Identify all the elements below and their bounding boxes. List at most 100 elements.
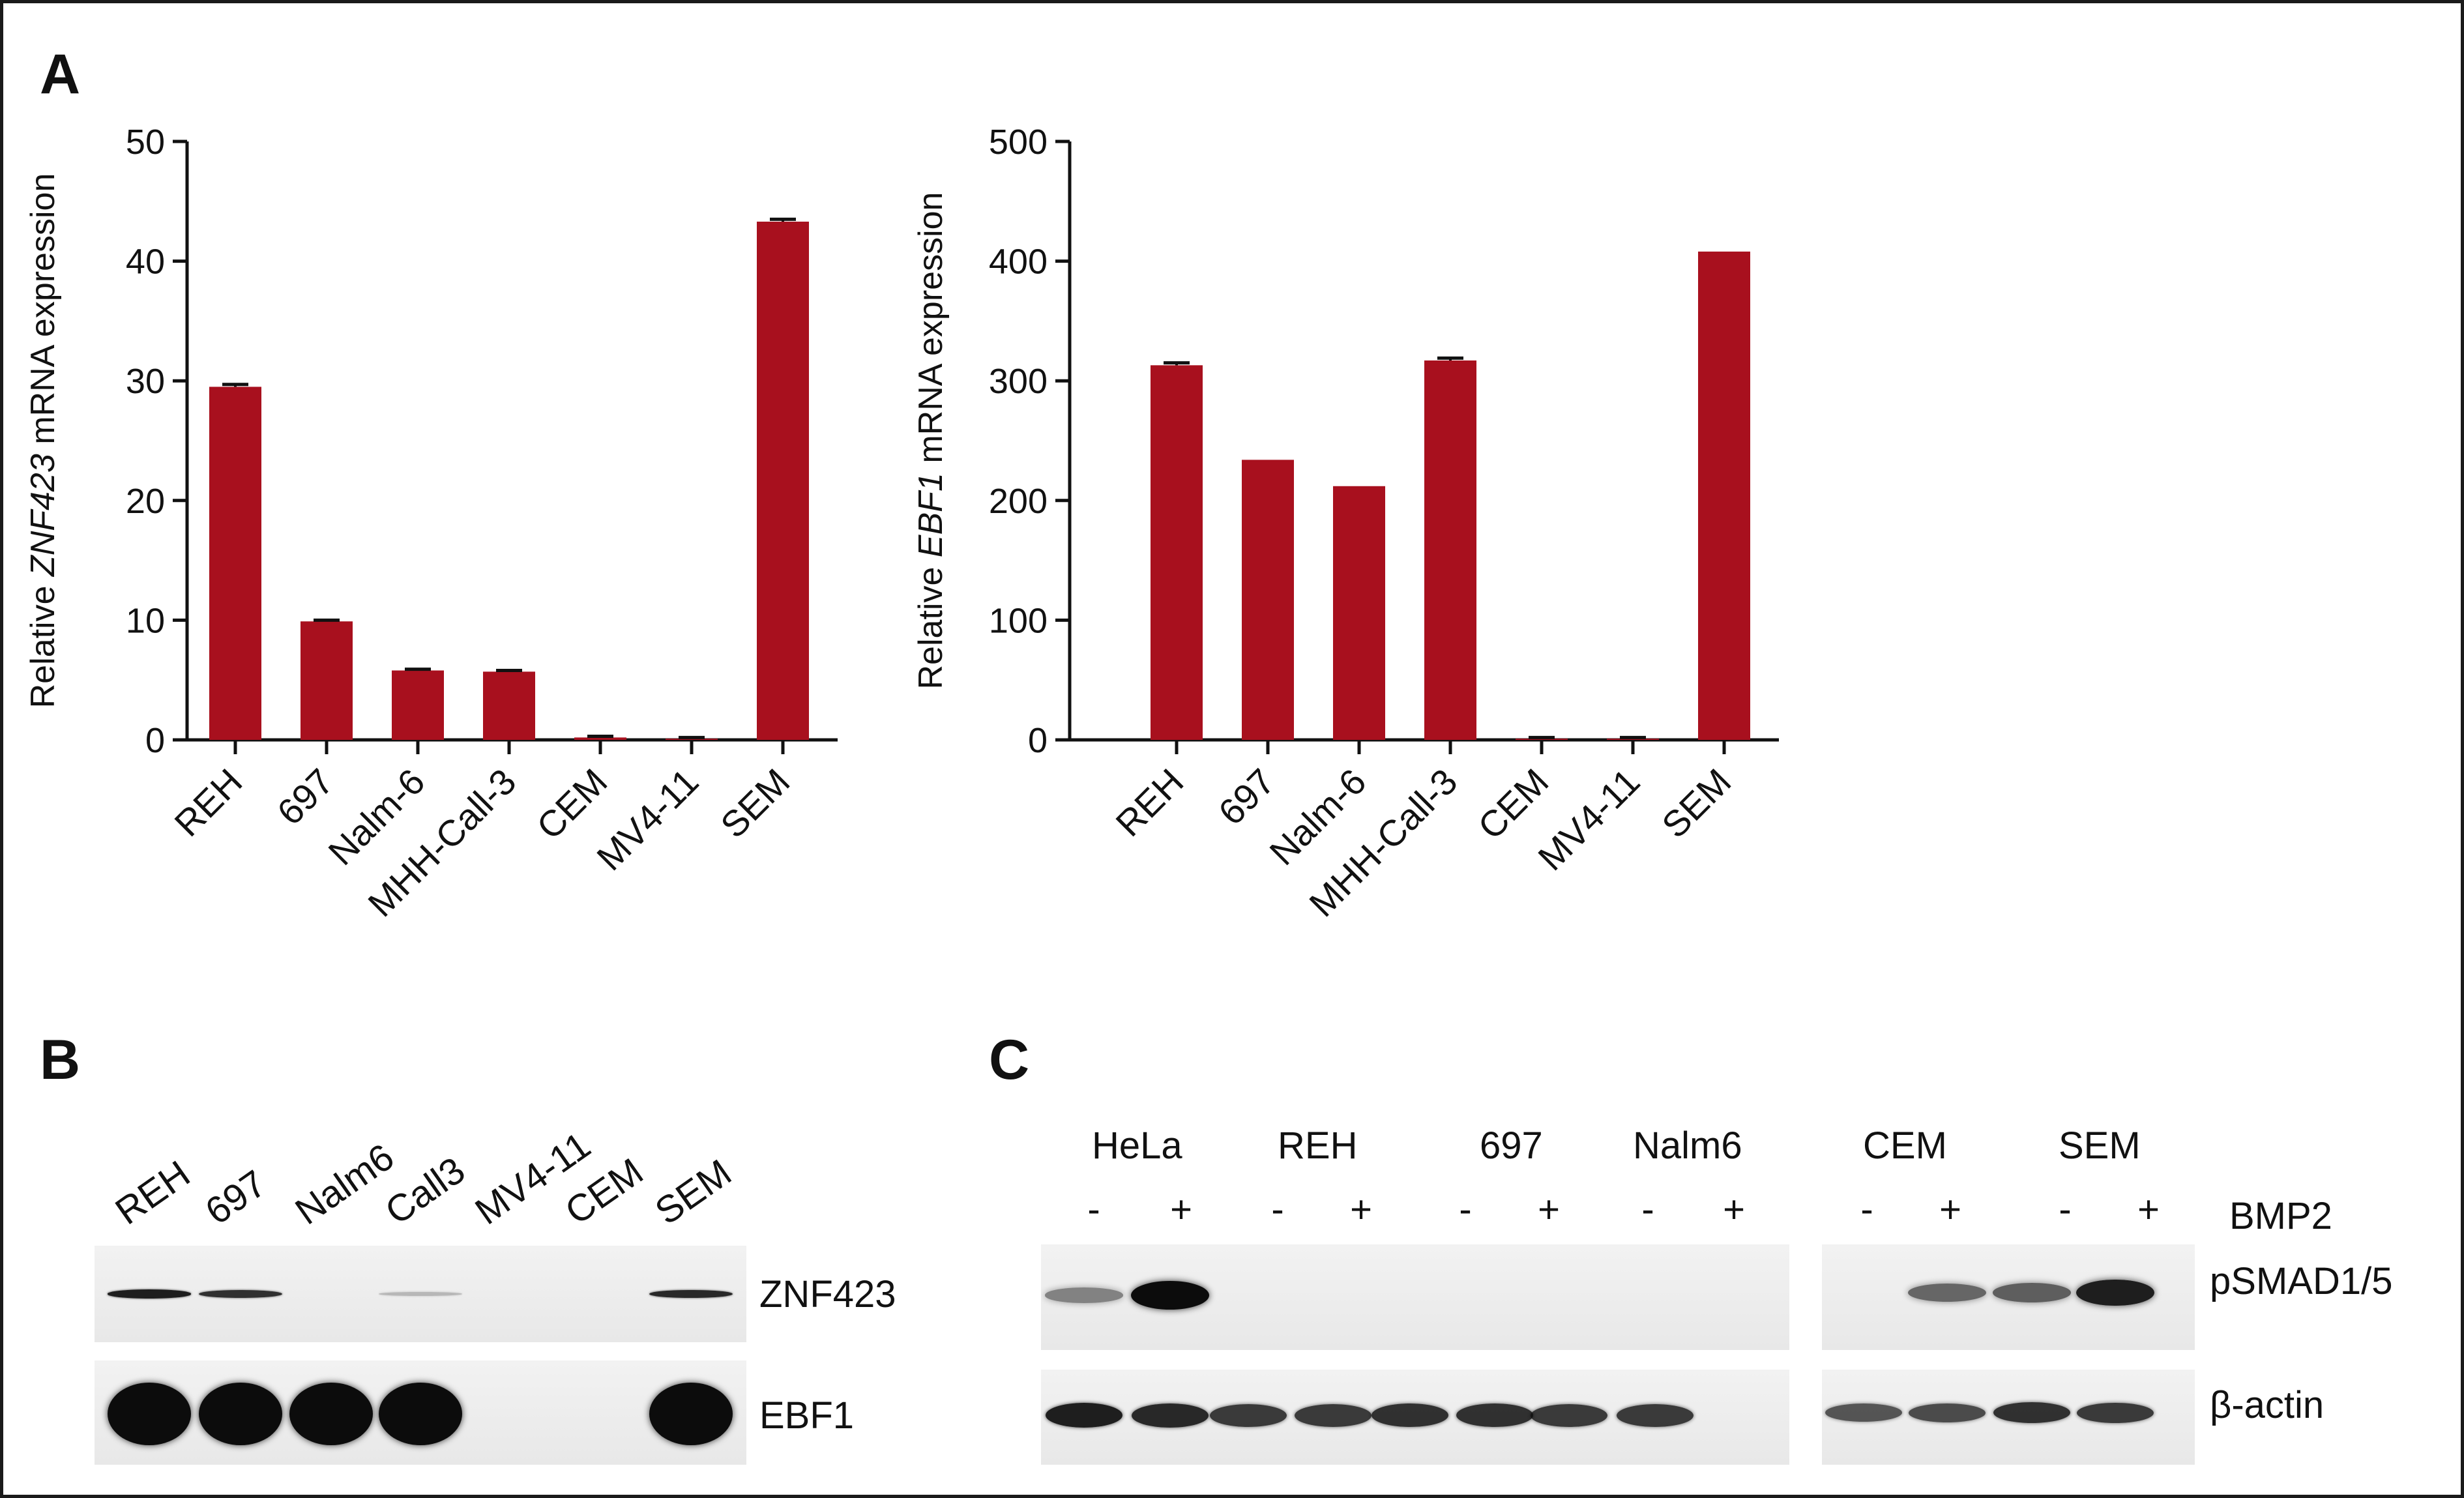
treatment-label: BMP2 xyxy=(2229,1195,2332,1237)
blot-b-lane-label: Nalm6 xyxy=(287,1136,402,1233)
blot-band xyxy=(1617,1403,1694,1427)
blot-band xyxy=(1531,1403,1607,1427)
panel-label-c: C xyxy=(989,1029,1030,1091)
blot-band xyxy=(2077,1402,2154,1423)
blot-b-lane-label: SEM xyxy=(647,1151,739,1233)
bar xyxy=(392,670,444,740)
treatment-plus: + xyxy=(1538,1188,1560,1231)
blot-band xyxy=(108,1383,191,1445)
bar xyxy=(1151,365,1203,740)
blot-c-cell-line-label: SEM xyxy=(2059,1124,2141,1167)
bar xyxy=(301,621,353,740)
x-tick-label: SEM xyxy=(712,761,797,845)
blot-band xyxy=(1825,1403,1902,1422)
bar xyxy=(1424,360,1476,740)
y-axis-label: Relative ZNF423 mRNA expression xyxy=(24,173,62,709)
blot-c-cell-line-label: CEM xyxy=(1863,1124,1947,1167)
bar xyxy=(1333,486,1385,740)
blot-band xyxy=(199,1289,282,1299)
y-tick-label: 100 xyxy=(989,601,1048,640)
bar xyxy=(666,739,718,740)
treatment-minus: - xyxy=(2059,1188,2072,1231)
treatment-minus: - xyxy=(1271,1188,1284,1231)
blot-c-row-label: pSMAD1/5 xyxy=(2210,1260,2393,1302)
bar xyxy=(757,222,809,741)
blot-band xyxy=(649,1383,733,1445)
blot-c-cell-line-label: REH xyxy=(1278,1124,1358,1167)
x-tick-label: CEM xyxy=(1470,761,1557,847)
y-tick-label: 20 xyxy=(126,482,165,521)
blot-band xyxy=(1132,1403,1209,1428)
blot-band xyxy=(1210,1403,1287,1427)
x-tick-label: REH xyxy=(1107,761,1191,844)
y-tick-label: 200 xyxy=(989,482,1048,521)
bar xyxy=(1516,739,1568,740)
blot-band xyxy=(1993,1283,2071,1302)
blot-c-psmad-strip-left xyxy=(1041,1244,1789,1350)
y-tick-label: 0 xyxy=(145,721,165,760)
treatment-minus: - xyxy=(1860,1188,1873,1231)
blot-band xyxy=(1371,1403,1448,1427)
y-tick-label: 400 xyxy=(989,242,1048,282)
blot-band xyxy=(1993,1402,2070,1423)
blot-band xyxy=(1908,1284,1986,1302)
y-tick-label: 30 xyxy=(126,362,165,401)
y-tick-label: 0 xyxy=(1028,721,1048,760)
x-tick-label: 697 xyxy=(1210,761,1283,833)
blot-band xyxy=(379,1383,462,1445)
treatment-minus: - xyxy=(1459,1188,1472,1231)
bar xyxy=(209,387,261,740)
panel-label-a: A xyxy=(40,43,81,106)
y-tick-label: 300 xyxy=(989,362,1048,401)
blot-band xyxy=(2076,1279,2154,1306)
blot-band xyxy=(1456,1403,1533,1427)
blot-b-lane-label: REH xyxy=(108,1152,198,1233)
treatment-plus: + xyxy=(1350,1188,1372,1231)
blot-band xyxy=(199,1383,282,1445)
x-tick-label: 697 xyxy=(269,761,342,833)
bar xyxy=(483,671,535,740)
x-tick-label: CEM xyxy=(529,761,615,847)
blot-band xyxy=(1295,1403,1371,1427)
blot-c-actin-strip-left xyxy=(1041,1370,1789,1465)
blot-b-lane-label: 697 xyxy=(198,1162,274,1233)
treatment-plus: + xyxy=(2137,1188,2160,1231)
blot-c-cell-line-label: Nalm6 xyxy=(1633,1124,1742,1167)
bar xyxy=(1242,460,1294,740)
bar xyxy=(574,737,626,740)
treatment-minus: - xyxy=(1641,1188,1654,1231)
y-axis-label: Relative EBF1 mRNA expression xyxy=(912,192,950,690)
blot-band xyxy=(1045,1287,1123,1303)
blot-c-cell-line-label: HeLa xyxy=(1092,1124,1182,1167)
blot-band xyxy=(1909,1403,1986,1422)
blot-c-cell-line-label: 697 xyxy=(1480,1124,1543,1167)
x-tick-label: MV4-11 xyxy=(1530,761,1647,878)
x-tick-label: MV4-11 xyxy=(589,761,706,878)
x-tick-label: REH xyxy=(166,761,250,844)
y-tick-label: 50 xyxy=(126,123,165,162)
treatment-plus: + xyxy=(1723,1188,1745,1231)
blot-band xyxy=(1046,1403,1122,1428)
bar xyxy=(1698,251,1750,740)
treatment-minus: - xyxy=(1087,1188,1100,1231)
blot-band xyxy=(108,1289,191,1299)
y-tick-label: 10 xyxy=(126,601,165,640)
y-tick-label: 500 xyxy=(989,123,1048,162)
blot-c-row-label: β-actin xyxy=(2210,1384,2325,1426)
x-tick-label: SEM xyxy=(1654,761,1738,845)
treatment-plus: + xyxy=(1170,1188,1192,1231)
treatment-plus: + xyxy=(1939,1188,1961,1231)
y-tick-label: 40 xyxy=(126,242,165,282)
blot-band xyxy=(1131,1281,1209,1310)
blot-band xyxy=(379,1291,462,1297)
panel-label-b: B xyxy=(40,1029,81,1091)
blot-b-row-label: ZNF423 xyxy=(759,1273,896,1315)
blot-c-actin-strip-right xyxy=(1822,1370,2195,1465)
blot-band xyxy=(289,1383,373,1445)
blot-b-znf423-strip xyxy=(95,1246,746,1342)
bar xyxy=(1607,739,1659,740)
blot-b-row-label: EBF1 xyxy=(759,1394,855,1437)
